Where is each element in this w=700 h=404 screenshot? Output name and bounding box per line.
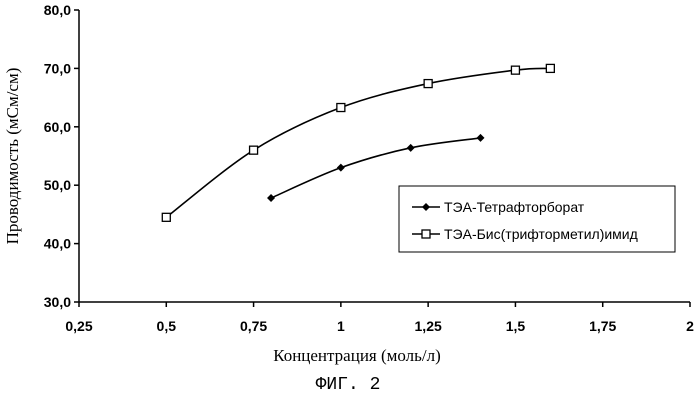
data-point-square	[511, 66, 519, 74]
x-tick-label: 1,75	[589, 318, 616, 334]
x-tick-label: 0,75	[240, 318, 267, 334]
legend-label-tetrafluoroborate: ТЭА-Тетрафторборат	[444, 199, 585, 215]
legend-box	[399, 186, 675, 252]
x-tick-label: 2	[686, 318, 694, 334]
data-point-diamond	[477, 134, 485, 142]
figure-caption: ФИГ. 2	[316, 375, 381, 395]
legend-marker-square	[422, 230, 430, 238]
y-tick-label: 40,0	[44, 236, 71, 252]
y-axis-title: Проводимость (мСм/см)	[3, 68, 22, 245]
x-tick-label: 1	[337, 318, 345, 334]
x-axis-ticks: 0,25 0,5 0,75 1 1,25 1,5 1,75 2	[65, 302, 694, 334]
legend: ТЭА-Тетрафторборат ТЭА-Бис(трифторметил)…	[399, 186, 675, 252]
x-tick-label: 1,5	[506, 318, 526, 334]
data-point-square	[424, 80, 432, 88]
data-point-diamond	[407, 144, 415, 152]
data-point-square	[162, 213, 170, 221]
x-axis-title: Концентрация (моль/л)	[273, 346, 441, 365]
data-point-square	[546, 64, 554, 72]
plot-frame	[79, 10, 690, 302]
data-point-diamond	[337, 164, 345, 172]
legend-label-bis-imide: ТЭА-Бис(трифторметил)имид	[444, 226, 638, 242]
x-tick-label: 0,25	[65, 318, 92, 334]
x-tick-label: 1,25	[415, 318, 442, 334]
y-axis-ticks: 30,0 40,0 50,0 60,0 70,0 80,0	[44, 2, 79, 310]
y-tick-label: 60,0	[44, 119, 71, 135]
data-point-diamond	[267, 194, 275, 202]
data-point-square	[337, 104, 345, 112]
y-tick-label: 50,0	[44, 177, 71, 193]
y-tick-label: 30,0	[44, 294, 71, 310]
x-tick-label: 0,5	[157, 318, 177, 334]
y-tick-label: 80,0	[44, 2, 71, 18]
y-tick-label: 70,0	[44, 60, 71, 76]
data-point-square	[250, 146, 258, 154]
